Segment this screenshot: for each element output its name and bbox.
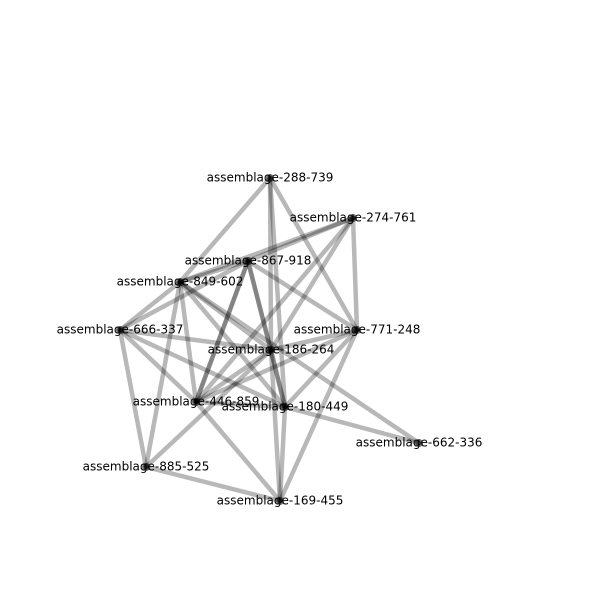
graph-edge <box>350 215 360 333</box>
graph-edge <box>177 279 422 446</box>
graph-edge <box>117 258 251 333</box>
labels-layer: assemblage-288-739 assemblage-274-761 asse… <box>57 171 483 508</box>
graph-node <box>267 346 275 354</box>
graph-edge <box>117 279 183 333</box>
graph-edge <box>193 347 274 405</box>
graph-edge <box>268 215 356 353</box>
graph-node <box>266 174 274 182</box>
node-label: assemblage-662-336 <box>356 436 483 450</box>
graph-edge <box>177 279 199 405</box>
graph-node <box>142 463 150 471</box>
graph-edge <box>193 399 288 410</box>
graph-edge <box>267 175 288 410</box>
graph-edge <box>245 258 360 333</box>
graph-edge <box>193 399 283 504</box>
graph-edge <box>193 215 356 405</box>
node-label: assemblage-666-337 <box>57 323 184 337</box>
graph-edge <box>282 404 422 446</box>
graph-edge <box>117 327 288 410</box>
node-label: assemblage-885-525 <box>83 460 210 474</box>
graph-edge <box>245 215 356 264</box>
graph-node <box>415 439 423 447</box>
graph-edge <box>117 327 149 470</box>
graph-edge <box>193 327 360 405</box>
graph-node <box>192 398 200 406</box>
graph-edge <box>117 327 199 405</box>
node-label: assemblage-274-761 <box>290 211 417 225</box>
graph-edge <box>282 327 360 410</box>
node-label: assemblage-186-264 <box>208 343 335 357</box>
graph-edge <box>268 347 288 410</box>
graph-node <box>116 326 124 334</box>
graph-node <box>349 214 357 222</box>
graph-node <box>276 497 284 505</box>
graph-edge <box>193 258 251 405</box>
graph-edge <box>117 327 274 353</box>
edges-layer <box>117 175 422 504</box>
graph-node <box>353 326 361 334</box>
graph-edge <box>177 279 288 410</box>
graph-node <box>244 257 252 265</box>
node-label: assemblage-288-739 <box>207 171 334 185</box>
graph-edge <box>177 258 251 285</box>
node-label: assemblage-867-918 <box>185 254 312 268</box>
graph-edge <box>268 327 360 353</box>
graph-edge <box>143 464 283 504</box>
graph-edge <box>268 347 283 504</box>
graph-node <box>281 403 289 411</box>
node-label: assemblage-771-248 <box>294 323 421 337</box>
node-label: assemblage-169-455 <box>217 494 344 508</box>
graph-edge <box>267 175 274 353</box>
node-label: assemblage-849-602 <box>117 275 244 289</box>
nodes-layer <box>116 174 423 505</box>
graph-edge <box>245 258 274 353</box>
graph-edge <box>177 175 273 285</box>
node-label: assemblage-446-859 <box>133 395 260 409</box>
graph-node <box>176 278 184 286</box>
graph-edge <box>193 258 251 405</box>
graph-edge <box>177 215 356 285</box>
graph-edge <box>245 258 288 410</box>
graph-edge <box>177 279 274 353</box>
graph-edge <box>143 279 183 470</box>
graph-edge <box>277 327 360 504</box>
node-label: assemblage-180-449 <box>222 400 349 414</box>
graph-edge <box>267 175 360 333</box>
graph-edge <box>143 347 274 470</box>
graph-edge <box>277 404 288 504</box>
